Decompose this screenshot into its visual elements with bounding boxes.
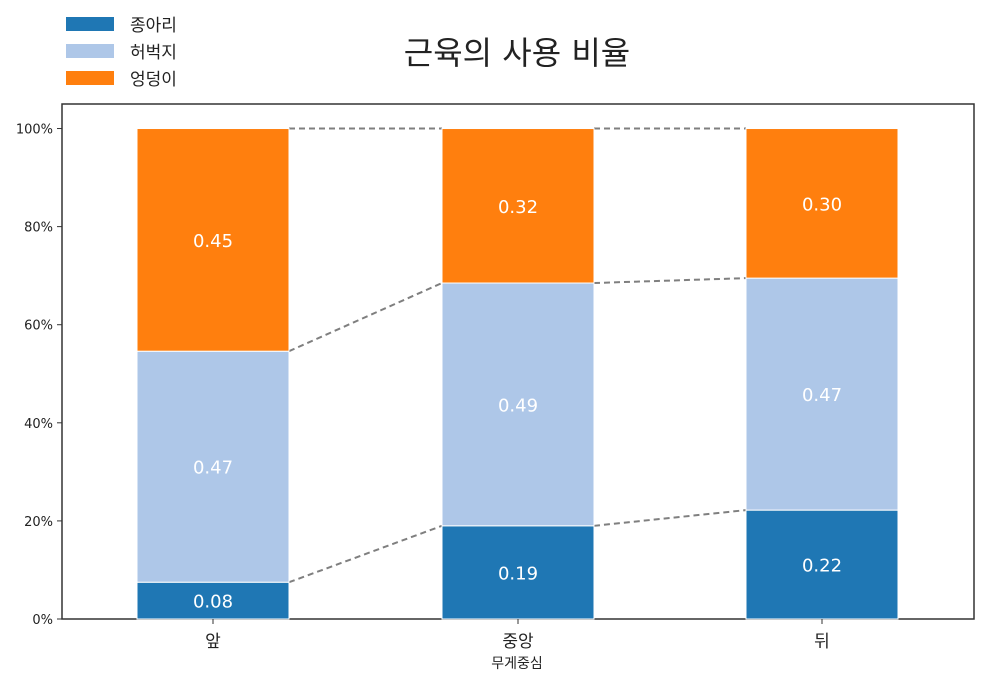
bar-value-label: 0.45 xyxy=(193,231,233,252)
bar-value-label: 0.47 xyxy=(193,458,233,479)
connector-line xyxy=(593,509,747,527)
legend-item-hip: 엉덩이 xyxy=(66,64,177,91)
legend-label-calf: 종아리 xyxy=(130,16,177,36)
y-tick-label: 0% xyxy=(32,613,53,628)
bar-segment xyxy=(441,128,595,284)
bar-segment xyxy=(441,282,595,527)
chart-title: 근육의 사용 비율 xyxy=(404,34,630,72)
connector-line xyxy=(288,282,443,353)
legend-swatch-thigh xyxy=(66,43,114,58)
bar-value-label: 0.19 xyxy=(498,563,538,584)
bar-value-label: 0.47 xyxy=(802,385,842,406)
y-tick-label: 20% xyxy=(24,515,53,530)
bar-value-label: 0.32 xyxy=(498,197,538,218)
x-axis-label: 무게중심 xyxy=(491,656,543,672)
y-tick-label: 100% xyxy=(16,123,53,138)
bar-value-label: 0.30 xyxy=(802,194,842,215)
bar-value-label: 0.22 xyxy=(802,556,842,577)
x-axis: 앞 중앙 뒤 xyxy=(205,619,830,652)
legend-label-hip: 엉덩이 xyxy=(130,70,177,90)
bar-segment xyxy=(136,128,290,352)
bar-segment xyxy=(745,128,899,279)
y-tick-label: 60% xyxy=(24,319,53,334)
legend-label-thigh: 허벅지 xyxy=(130,43,177,63)
bar-value-label: 0.08 xyxy=(193,592,233,613)
bar-segment xyxy=(745,509,899,620)
connector-line xyxy=(288,524,443,584)
bars: 0.08 0.47 0.45 0.19 0.49 0.32 0.22 0.47 0.30 xyxy=(136,128,899,620)
legend-item-thigh: 허벅지 xyxy=(66,37,177,64)
legend-swatch-hip xyxy=(66,70,114,85)
x-tick-label: 중앙 xyxy=(502,632,534,652)
bar-segment xyxy=(136,350,290,583)
legend-item-calf: 종아리 xyxy=(66,10,177,37)
y-axis: 0% 20% 40% 60% 80% 100% xyxy=(16,123,62,628)
x-tick-label: 앞 xyxy=(205,632,221,652)
y-tick-label: 40% xyxy=(24,417,53,432)
y-tick-label: 80% xyxy=(24,221,53,236)
x-tick-label: 뒤 xyxy=(814,632,830,652)
bar-segment xyxy=(745,277,899,511)
bar-segment xyxy=(441,525,595,620)
connector-lines xyxy=(288,127,747,584)
connector-line xyxy=(593,277,747,285)
bar-value-label: 0.49 xyxy=(498,395,538,416)
legend: 종아리 허벅지 엉덩이 xyxy=(66,10,177,91)
legend-swatch-calf xyxy=(66,16,114,31)
